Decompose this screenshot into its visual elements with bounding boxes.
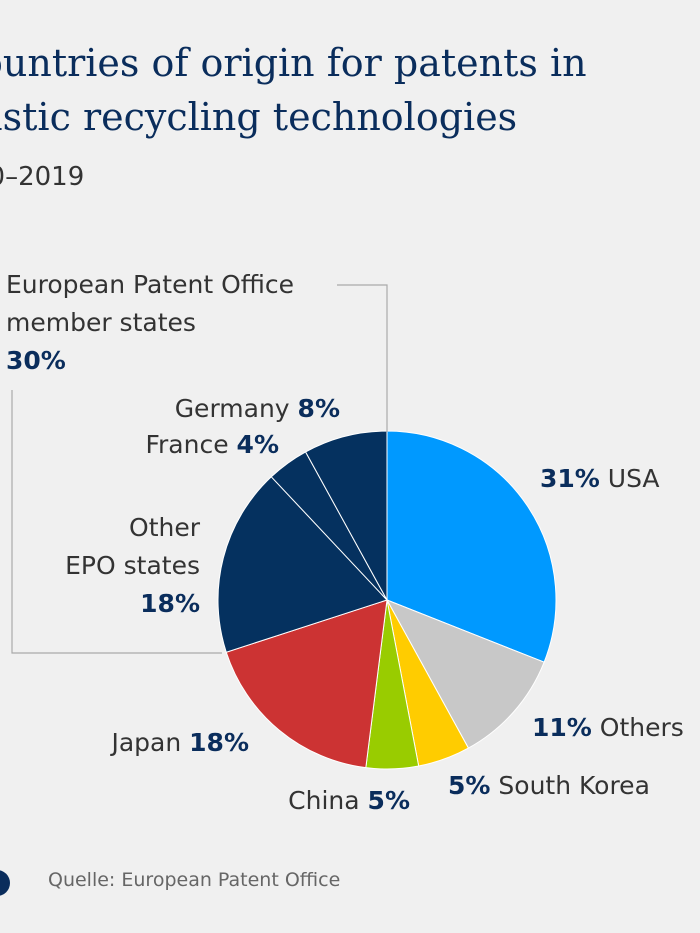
epo-bracket-line-right xyxy=(337,284,388,432)
pie-slice-others xyxy=(385,599,545,749)
pie-slice-japan xyxy=(225,599,388,769)
epo-bracket-line-left xyxy=(11,390,222,654)
epo-group-name-1: European Patent Office xyxy=(6,270,295,299)
germany-name: Germany xyxy=(174,394,290,423)
france-pct: 4% xyxy=(236,430,279,459)
france-name: France xyxy=(145,430,229,459)
china-label: China 5% xyxy=(288,782,410,820)
others-name: Others xyxy=(599,713,684,742)
usa-label: 31% USA xyxy=(540,460,660,498)
epo-group-name-2: member states xyxy=(6,308,196,337)
pie-slice-other-epo-states xyxy=(217,476,388,653)
others-label: 11% Others xyxy=(532,709,684,747)
pie-slice-usa xyxy=(386,430,557,663)
usa-name: USA xyxy=(607,464,660,493)
others-pct: 11% xyxy=(532,713,592,742)
pie-slices xyxy=(217,430,557,770)
dw-logo-icon xyxy=(0,870,10,896)
epo-group-label: European Patent Office member states 30% xyxy=(6,266,294,380)
japan-label: Japan 18% xyxy=(111,724,249,762)
other-epo-name-2: EPO states xyxy=(65,551,200,580)
epo-group-pct: 30% xyxy=(6,346,66,375)
other-epo-label: Other EPO states 18% xyxy=(65,509,200,623)
france-label: France 4% xyxy=(145,426,279,464)
usa-pct: 31% xyxy=(540,464,600,493)
china-name: China xyxy=(288,786,360,815)
south-korea-name: South Korea xyxy=(498,771,650,800)
south-korea-pct: 5% xyxy=(448,771,491,800)
chart-title: ountries of origin for patents in astic … xyxy=(0,41,587,139)
south-korea-label: 5% South Korea xyxy=(448,767,650,805)
source-note: Quelle: European Patent Office xyxy=(48,869,341,891)
other-epo-name-1: Other xyxy=(129,513,200,542)
other-epo-pct: 18% xyxy=(140,589,200,618)
china-pct: 5% xyxy=(367,786,410,815)
germany-label: Germany 8% xyxy=(175,390,340,428)
chart-subtitle: 10–2019 xyxy=(0,162,85,192)
epo-group-bracket xyxy=(11,284,388,654)
japan-pct: 18% xyxy=(189,728,249,757)
japan-name: Japan xyxy=(111,728,182,757)
germany-pct: 8% xyxy=(297,394,340,423)
